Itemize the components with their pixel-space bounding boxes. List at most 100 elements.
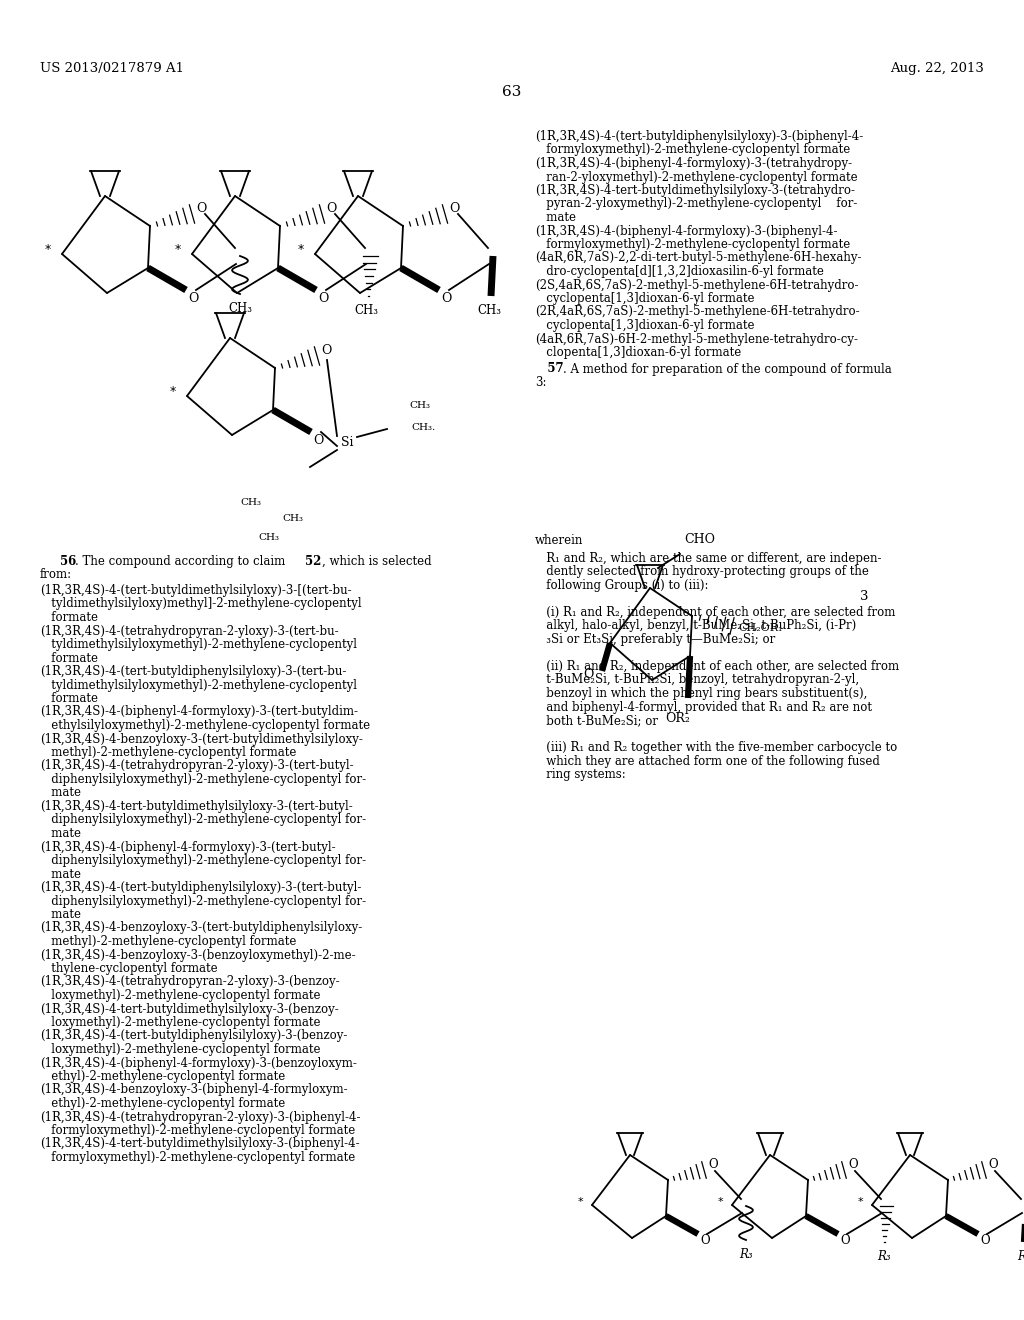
Text: ethylsilyloxymethyl)-2-methylene-cyclopentyl formate: ethylsilyloxymethyl)-2-methylene-cyclope… xyxy=(40,719,370,733)
Text: formate: formate xyxy=(40,611,98,624)
Text: mate: mate xyxy=(40,828,81,840)
Text: loxymethyl)-2-methylene-cyclopentyl formate: loxymethyl)-2-methylene-cyclopentyl form… xyxy=(40,1016,321,1030)
Text: 3: 3 xyxy=(860,590,868,603)
Text: mate: mate xyxy=(40,908,81,921)
Text: (1R,3R,4S)-4-tert-butyldimethylsilyloxy-3-(tert-butyl-: (1R,3R,4S)-4-tert-butyldimethylsilyloxy-… xyxy=(40,800,352,813)
Text: CH₃: CH₃ xyxy=(282,513,303,523)
Text: (1R,3R,4S)-4-tert-butyldimethylsilyloxy-3-(biphenyl-4-: (1R,3R,4S)-4-tert-butyldimethylsilyloxy-… xyxy=(40,1138,359,1151)
Text: methyl)-2-methylene-cyclopentyl formate: methyl)-2-methylene-cyclopentyl formate xyxy=(40,935,296,948)
Text: O: O xyxy=(326,202,336,214)
Text: (1R,3R,4S)-4-benzoyloxy-3-(biphenyl-4-formyloxym-: (1R,3R,4S)-4-benzoyloxy-3-(biphenyl-4-fo… xyxy=(40,1084,347,1097)
Text: *: * xyxy=(857,1197,863,1206)
Text: tyldimethylsilyloxy)methyl]-2-methylene-cyclopentyl: tyldimethylsilyloxy)methyl]-2-methylene-… xyxy=(40,598,361,610)
Text: ran-2-yloxymethyl)-2-methylene-cyclopentyl formate: ran-2-yloxymethyl)-2-methylene-cyclopent… xyxy=(535,170,858,183)
Text: *: * xyxy=(298,243,304,256)
Text: and biphenyl-4-formyl, provided that R₁ and R₂ are not: and biphenyl-4-formyl, provided that R₁ … xyxy=(535,701,872,714)
Text: ethyl)-2-methylene-cyclopentyl formate: ethyl)-2-methylene-cyclopentyl formate xyxy=(40,1071,286,1082)
Text: ring systems:: ring systems: xyxy=(535,768,626,781)
Text: CH₃: CH₃ xyxy=(258,533,279,543)
Text: . The compound according to claim: . The compound according to claim xyxy=(75,554,289,568)
Text: alkyl, halo-alkyl, benzyl, t-BuMe₂Si, t-BuPh₂Si, (i-Pr): alkyl, halo-alkyl, benzyl, t-BuMe₂Si, t-… xyxy=(535,619,856,632)
Text: (4aR,6R,7aS)-6H-2-methyl-5-methylene-tetrahydro-cy-: (4aR,6R,7aS)-6H-2-methyl-5-methylene-tet… xyxy=(535,333,858,346)
Text: 63: 63 xyxy=(503,84,521,99)
Text: (1R,3R,4S)-4-(tetrahydropyran-2-yloxy)-3-(benzoy-: (1R,3R,4S)-4-(tetrahydropyran-2-yloxy)-3… xyxy=(40,975,340,989)
Text: formyloxymethyl)-2-methylene-cyclopentyl formate: formyloxymethyl)-2-methylene-cyclopentyl… xyxy=(535,144,850,157)
Text: mate: mate xyxy=(40,867,81,880)
Text: CH₃: CH₃ xyxy=(477,304,501,317)
Text: O: O xyxy=(848,1159,858,1172)
Text: thylene-cyclopentyl formate: thylene-cyclopentyl formate xyxy=(40,962,218,975)
Text: dro-cyclopenta[d][1,3,2]dioxasilin-6-yl formate: dro-cyclopenta[d][1,3,2]dioxasilin-6-yl … xyxy=(535,265,824,279)
Text: O: O xyxy=(441,292,452,305)
Text: O: O xyxy=(700,1234,710,1247)
Text: *: * xyxy=(170,385,176,399)
Text: . A method for preparation of the compound of formula: . A method for preparation of the compou… xyxy=(563,363,892,375)
Text: (1R,3R,4S)-4-benzoyloxy-3-(benzoyloxymethyl)-2-me-: (1R,3R,4S)-4-benzoyloxy-3-(benzoyloxymet… xyxy=(40,949,355,961)
Text: O: O xyxy=(313,433,324,446)
Text: mate: mate xyxy=(535,211,575,224)
Text: CH₃.: CH₃. xyxy=(411,424,435,433)
Text: diphenylsilyloxymethyl)-2-methylene-cyclopentyl for-: diphenylsilyloxymethyl)-2-methylene-cycl… xyxy=(40,774,367,785)
Text: both t-BuMe₂Si; or: both t-BuMe₂Si; or xyxy=(535,714,658,727)
Text: ₃Si or Et₃Si, preferably t—BuMe₂Si; or: ₃Si or Et₃Si, preferably t—BuMe₂Si; or xyxy=(535,634,775,645)
Text: (1R,3R,4S)-4-(tert-butyldiphenylsilyloxy)-3-(tert-bu-: (1R,3R,4S)-4-(tert-butyldiphenylsilyloxy… xyxy=(40,665,346,678)
Text: cyclopenta[1,3]dioxan-6-yl formate: cyclopenta[1,3]dioxan-6-yl formate xyxy=(535,319,755,333)
Text: following Groups (i) to (iii):: following Groups (i) to (iii): xyxy=(535,579,709,591)
Text: O: O xyxy=(988,1159,997,1172)
Text: O: O xyxy=(980,1234,989,1247)
Text: diphenylsilyloxymethyl)-2-methylene-cyclopentyl for-: diphenylsilyloxymethyl)-2-methylene-cycl… xyxy=(40,895,367,908)
Text: CH₃: CH₃ xyxy=(409,401,430,411)
Text: which they are attached form one of the following fused: which they are attached form one of the … xyxy=(535,755,880,767)
Text: (1R,3R,4S)-4-(tetrahydropyran-2-yloxy)-3-(tert-butyl-: (1R,3R,4S)-4-(tetrahydropyran-2-yloxy)-3… xyxy=(40,759,353,772)
Text: (2R,4aR,6S,7aS)-2-methyl-5-methylene-6H-tetrahydro-: (2R,4aR,6S,7aS)-2-methyl-5-methylene-6H-… xyxy=(535,305,859,318)
Text: cyclopenta[1,3]dioxan-6-yl formate: cyclopenta[1,3]dioxan-6-yl formate xyxy=(535,292,755,305)
Text: (1R,3R,4S)-4-(biphenyl-4-formyloxy)-3-(tetrahydropy-: (1R,3R,4S)-4-(biphenyl-4-formyloxy)-3-(t… xyxy=(535,157,852,170)
Text: clopenta[1,3]dioxan-6-yl formate: clopenta[1,3]dioxan-6-yl formate xyxy=(535,346,741,359)
Text: (1R,3R,4S)-4-tert-butyldimethylsilyloxy-3-(benzoy-: (1R,3R,4S)-4-tert-butyldimethylsilyloxy-… xyxy=(40,1002,339,1015)
Text: O: O xyxy=(188,292,199,305)
Text: benzoyl in which the phenyl ring bears substituent(s),: benzoyl in which the phenyl ring bears s… xyxy=(535,686,867,700)
Text: 56: 56 xyxy=(60,554,76,568)
Text: formyloxymethyl)-2-methylene-cyclopentyl formate: formyloxymethyl)-2-methylene-cyclopentyl… xyxy=(40,1151,355,1164)
Text: t-BuMe₂Si, t-BuPh₂Si, benzoyl, tetrahydropyran-2-yl,: t-BuMe₂Si, t-BuPh₂Si, benzoyl, tetrahydr… xyxy=(535,673,859,686)
Text: O: O xyxy=(318,292,329,305)
Text: R₃: R₃ xyxy=(878,1250,891,1263)
Text: from:: from: xyxy=(40,569,72,582)
Text: (1R,3R,4S)-4-benzoyloxy-3-(tert-butyldiphenylsilyloxy-: (1R,3R,4S)-4-benzoyloxy-3-(tert-butyldip… xyxy=(40,921,362,935)
Text: dently selected from hydroxy-protecting groups of the: dently selected from hydroxy-protecting … xyxy=(535,565,869,578)
Text: 57: 57 xyxy=(535,363,563,375)
Text: (1R,3R,4S)-4-(biphenyl-4-formyloxy)-3-(benzoyloxym-: (1R,3R,4S)-4-(biphenyl-4-formyloxy)-3-(b… xyxy=(40,1056,357,1069)
Text: (1R,3R,4S)-4-(tert-butyldiphenylsilyloxy)-3-(tert-butyl-: (1R,3R,4S)-4-(tert-butyldiphenylsilyloxy… xyxy=(40,880,361,894)
Text: OR₂: OR₂ xyxy=(666,711,690,725)
Text: O: O xyxy=(321,343,332,356)
Text: (1R,3R,4S)-4-(tert-butyldiphenylsilyloxy)-3-(benzoy-: (1R,3R,4S)-4-(tert-butyldiphenylsilyloxy… xyxy=(40,1030,347,1043)
Text: 3:: 3: xyxy=(535,376,547,389)
Text: (1R,3R,4S)-4-(tetrahydropyran-2-yloxy)-3-(tert-bu-: (1R,3R,4S)-4-(tetrahydropyran-2-yloxy)-3… xyxy=(40,624,339,638)
Text: methyl)-2-methylene-cyclopentyl formate: methyl)-2-methylene-cyclopentyl formate xyxy=(40,746,296,759)
Text: CH₃: CH₃ xyxy=(240,498,261,507)
Text: *: * xyxy=(717,1197,723,1206)
Text: formyloxymethyl)-2-methylene-cyclopentyl formate: formyloxymethyl)-2-methylene-cyclopentyl… xyxy=(40,1125,355,1137)
Text: O: O xyxy=(583,668,593,681)
Text: O: O xyxy=(449,202,460,214)
Text: (iii) R₁ and R₂ together with the five-member carbocycle to: (iii) R₁ and R₂ together with the five-m… xyxy=(535,741,897,754)
Text: O: O xyxy=(708,1159,718,1172)
Text: pyran-2-yloxymethyl)-2-methylene-cyclopentyl    for-: pyran-2-yloxymethyl)-2-methylene-cyclope… xyxy=(535,198,857,210)
Text: R₃: R₃ xyxy=(1017,1250,1024,1263)
Text: (1R,3R,4S)-4-(biphenyl-4-formyloxy)-3-(tert-butyl-: (1R,3R,4S)-4-(biphenyl-4-formyloxy)-3-(t… xyxy=(40,841,336,854)
Text: CHO: CHO xyxy=(684,533,715,546)
Text: *: * xyxy=(578,1197,583,1206)
Text: R₃: R₃ xyxy=(739,1247,753,1261)
Text: US 2013/0217879 A1: US 2013/0217879 A1 xyxy=(40,62,184,75)
Text: (4aR,6R,7aS)-2,2-di-tert-butyl-5-methylene-6H-hexahy-: (4aR,6R,7aS)-2,2-di-tert-butyl-5-methyle… xyxy=(535,252,861,264)
Text: *: * xyxy=(175,243,181,256)
Text: loxymethyl)-2-methylene-cyclopentyl formate: loxymethyl)-2-methylene-cyclopentyl form… xyxy=(40,1043,321,1056)
Text: Aug. 22, 2013: Aug. 22, 2013 xyxy=(890,62,984,75)
Text: (1R,3R,4S)-4-(biphenyl-4-formyloxy)-3-(biphenyl-4-: (1R,3R,4S)-4-(biphenyl-4-formyloxy)-3-(b… xyxy=(535,224,838,238)
Text: mate: mate xyxy=(40,787,81,800)
Text: CH₂OR₁: CH₂OR₁ xyxy=(738,623,782,634)
Text: tyldimethylsilyloxymethyl)-2-methylene-cyclopentyl: tyldimethylsilyloxymethyl)-2-methylene-c… xyxy=(40,638,357,651)
Text: , which is selected: , which is selected xyxy=(322,554,432,568)
Text: tyldimethylsilyloxymethyl)-2-methylene-cyclopentyl: tyldimethylsilyloxymethyl)-2-methylene-c… xyxy=(40,678,357,692)
Text: Si: Si xyxy=(341,436,353,449)
